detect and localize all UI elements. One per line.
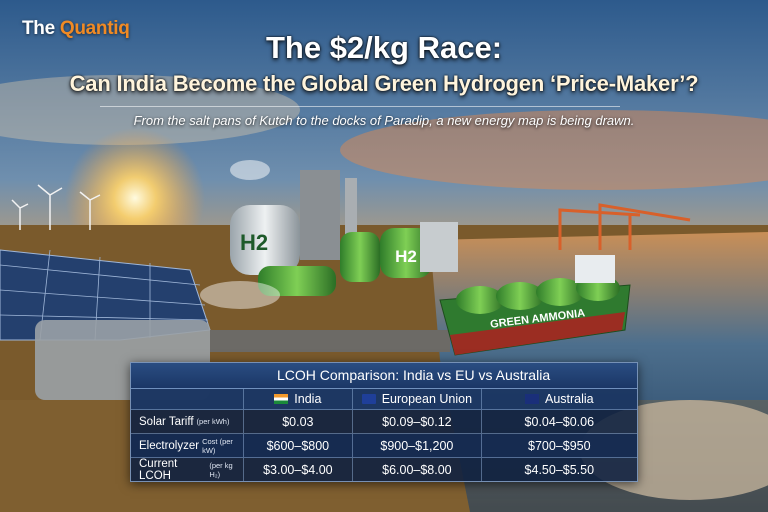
row-label: Solar Tariff	[139, 415, 194, 428]
cell-value: $0.03	[282, 414, 314, 429]
table-row: Current LCOH (per kg H₂) $3.00–$4.00 $6.00–…	[131, 457, 637, 482]
cloud	[340, 110, 768, 190]
header-cell: India	[244, 389, 354, 409]
cell-value: $600–$800	[266, 438, 330, 453]
steam	[200, 281, 280, 309]
row-unit: Cost (per kW)	[202, 436, 233, 455]
table-cell: $900–$1,200	[353, 434, 482, 457]
flag	[524, 394, 539, 404]
row-label: Current LCOH	[139, 457, 178, 482]
subtitle: From the salt pans of Kutch to the docks…	[133, 113, 635, 128]
cell-value: $3.00–$4.00	[263, 462, 333, 477]
row-label: Electrolyzer	[139, 439, 200, 452]
flag	[361, 394, 376, 404]
tank	[340, 232, 380, 282]
tank	[230, 205, 300, 275]
flag	[274, 394, 289, 404]
column-header: European Union	[381, 392, 473, 406]
header-cell: Australia	[482, 389, 637, 409]
brand: The Quantiq	[22, 18, 130, 40]
column-header: Australia	[544, 392, 594, 406]
table-row: Electrolyzer Cost (per kW) $600–$800 $900–$…	[131, 434, 637, 458]
cell-value: $0.04–$0.06	[524, 414, 595, 429]
brand-prefix: The	[22, 18, 55, 39]
brand-name: Quantiq	[59, 18, 130, 39]
cell-value: $4.50–$5.50	[524, 462, 595, 477]
table-cell: $0.03	[244, 410, 354, 433]
cell-value: $0.09–$0.12	[382, 414, 452, 429]
smoke	[230, 160, 270, 180]
pier	[210, 330, 450, 352]
table-cell: $0.04–$0.06	[482, 410, 637, 433]
table-cell: $3.00–$4.00	[244, 458, 354, 481]
comparison-table: LCOH Comparison: India vs EU vs Australi…	[130, 362, 638, 482]
row-unit: (per kg H₂)	[209, 460, 233, 479]
cranes	[558, 203, 691, 250]
ship-bridge	[575, 255, 615, 283]
header-cell	[131, 389, 244, 409]
table-cell: $4.50–$5.50	[482, 458, 637, 481]
row-label-cell: Electrolyzer Cost (per kW)	[131, 434, 244, 457]
tank	[380, 228, 432, 278]
divider	[100, 106, 620, 107]
tank-label: H2	[395, 247, 417, 266]
row-label-cell: Solar Tariff (per kWh)	[131, 410, 244, 433]
tank	[420, 222, 458, 272]
header-row: India European Union Australia	[131, 389, 637, 410]
table-cell: $600–$800	[244, 434, 354, 457]
table-title: LCOH Comparison: India vs EU vs Australi…	[131, 363, 637, 389]
title: Can India Become the Global Green Hydrog…	[69, 71, 699, 96]
table-cell: $700–$950	[482, 434, 637, 457]
row-unit: (per kWh)	[196, 417, 230, 426]
cell-value: $700–$950	[528, 438, 591, 453]
table-body: Solar Tariff (per kWh) $0.03 $0.09–$0.12 $0.…	[131, 410, 637, 482]
column-header: India	[294, 392, 322, 406]
tank-label: H2	[240, 230, 268, 255]
table-cell: $6.00–$8.00	[353, 458, 482, 481]
wind-turbines	[11, 184, 101, 230]
title: The $2/kg Race:	[265, 30, 503, 65]
cell-value: $6.00–$8.00	[382, 462, 452, 477]
plant-tower	[300, 170, 340, 260]
header-cell: European Union	[353, 389, 482, 409]
cell-value: $900–$1,200	[380, 438, 454, 453]
tank	[258, 266, 336, 296]
row-label-cell: Current LCOH (per kg H₂)	[131, 457, 244, 482]
cloud	[0, 75, 300, 145]
table-cell: $0.09–$0.12	[353, 410, 482, 433]
panel-grid	[0, 249, 209, 341]
table-row: Solar Tariff (per kWh) $0.03 $0.09–$0.12 $0.…	[131, 410, 637, 434]
ship-hull-lower	[450, 312, 625, 355]
